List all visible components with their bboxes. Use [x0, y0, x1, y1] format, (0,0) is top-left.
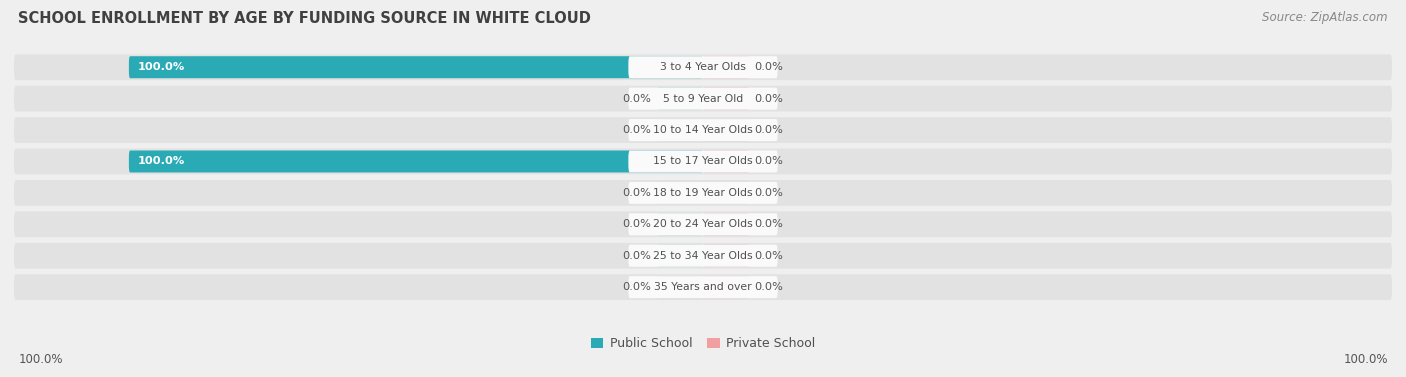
- Text: 0.0%: 0.0%: [623, 219, 651, 229]
- FancyBboxPatch shape: [628, 182, 778, 204]
- Text: 0.0%: 0.0%: [755, 251, 783, 261]
- Text: 100.0%: 100.0%: [18, 353, 63, 366]
- Text: 0.0%: 0.0%: [755, 282, 783, 292]
- Text: 100.0%: 100.0%: [138, 62, 184, 72]
- Text: Source: ZipAtlas.com: Source: ZipAtlas.com: [1263, 11, 1388, 24]
- Text: 0.0%: 0.0%: [623, 125, 651, 135]
- FancyBboxPatch shape: [14, 86, 1392, 112]
- FancyBboxPatch shape: [657, 88, 703, 110]
- FancyBboxPatch shape: [628, 56, 778, 78]
- Text: SCHOOL ENROLLMENT BY AGE BY FUNDING SOURCE IN WHITE CLOUD: SCHOOL ENROLLMENT BY AGE BY FUNDING SOUR…: [18, 11, 591, 26]
- Text: 25 to 34 Year Olds: 25 to 34 Year Olds: [654, 251, 752, 261]
- FancyBboxPatch shape: [657, 276, 703, 298]
- FancyBboxPatch shape: [703, 56, 749, 78]
- FancyBboxPatch shape: [657, 245, 703, 267]
- FancyBboxPatch shape: [14, 274, 1392, 300]
- Text: 15 to 17 Year Olds: 15 to 17 Year Olds: [654, 156, 752, 167]
- FancyBboxPatch shape: [628, 88, 778, 110]
- FancyBboxPatch shape: [628, 213, 778, 235]
- FancyBboxPatch shape: [14, 211, 1392, 237]
- FancyBboxPatch shape: [657, 119, 703, 141]
- FancyBboxPatch shape: [657, 213, 703, 235]
- FancyBboxPatch shape: [703, 276, 749, 298]
- Text: 0.0%: 0.0%: [755, 219, 783, 229]
- FancyBboxPatch shape: [703, 182, 749, 204]
- FancyBboxPatch shape: [628, 119, 778, 141]
- Text: 100.0%: 100.0%: [1343, 353, 1388, 366]
- FancyBboxPatch shape: [628, 276, 778, 298]
- FancyBboxPatch shape: [14, 54, 1392, 80]
- Text: 0.0%: 0.0%: [755, 125, 783, 135]
- FancyBboxPatch shape: [14, 243, 1392, 268]
- FancyBboxPatch shape: [703, 88, 749, 110]
- FancyBboxPatch shape: [14, 117, 1392, 143]
- Text: 0.0%: 0.0%: [755, 93, 783, 104]
- Text: 100.0%: 100.0%: [138, 156, 184, 167]
- Text: 20 to 24 Year Olds: 20 to 24 Year Olds: [654, 219, 752, 229]
- Text: 0.0%: 0.0%: [623, 251, 651, 261]
- FancyBboxPatch shape: [14, 149, 1392, 174]
- Text: 0.0%: 0.0%: [623, 282, 651, 292]
- FancyBboxPatch shape: [703, 213, 749, 235]
- FancyBboxPatch shape: [628, 150, 778, 173]
- FancyBboxPatch shape: [657, 182, 703, 204]
- Text: 0.0%: 0.0%: [755, 156, 783, 167]
- Legend: Public School, Private School: Public School, Private School: [591, 337, 815, 350]
- Text: 5 to 9 Year Old: 5 to 9 Year Old: [662, 93, 744, 104]
- Text: 3 to 4 Year Olds: 3 to 4 Year Olds: [659, 62, 747, 72]
- Text: 10 to 14 Year Olds: 10 to 14 Year Olds: [654, 125, 752, 135]
- Text: 35 Years and over: 35 Years and over: [654, 282, 752, 292]
- FancyBboxPatch shape: [129, 56, 703, 78]
- FancyBboxPatch shape: [703, 245, 749, 267]
- FancyBboxPatch shape: [14, 180, 1392, 206]
- Text: 0.0%: 0.0%: [623, 93, 651, 104]
- Text: 18 to 19 Year Olds: 18 to 19 Year Olds: [654, 188, 752, 198]
- FancyBboxPatch shape: [129, 150, 703, 173]
- Text: 0.0%: 0.0%: [623, 188, 651, 198]
- Text: 0.0%: 0.0%: [755, 188, 783, 198]
- FancyBboxPatch shape: [628, 245, 778, 267]
- FancyBboxPatch shape: [703, 150, 749, 173]
- FancyBboxPatch shape: [703, 119, 749, 141]
- Text: 0.0%: 0.0%: [755, 62, 783, 72]
